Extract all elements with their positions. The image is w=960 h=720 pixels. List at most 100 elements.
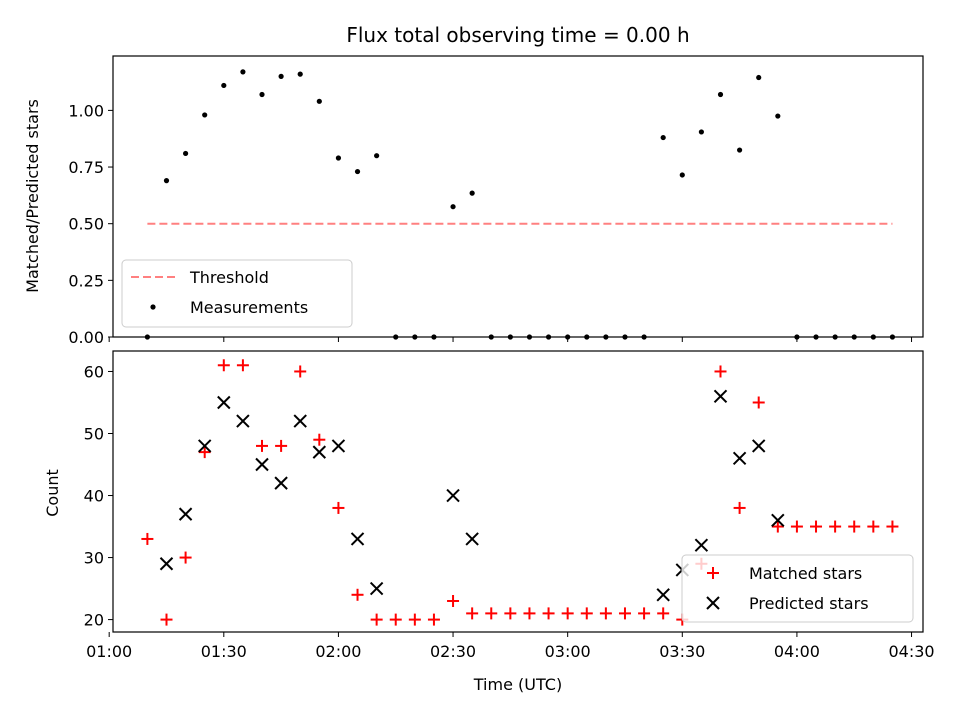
matched-star-point [599, 607, 612, 620]
matched-star-point [275, 439, 288, 452]
measurement-point [278, 73, 284, 79]
matched-star-point [580, 607, 593, 620]
matched-star-point [714, 365, 727, 378]
predicted-star-point [274, 476, 288, 490]
predicted-star-point [197, 439, 212, 453]
matched-star-point [810, 520, 823, 533]
predicted-star-point [236, 414, 250, 428]
measurement-point [259, 91, 265, 98]
predicted-star-point [312, 445, 327, 459]
bottom-y-tick-label: 40 [84, 487, 104, 506]
predicted-star-point [331, 439, 346, 453]
bottom-plot-area [141, 359, 899, 626]
predicted-star-point [293, 414, 307, 428]
predicted-star-point [159, 557, 174, 571]
bottom-y-tick-label: 30 [84, 549, 104, 568]
bottom-x-ticks: 01:00 01:30 02:00 02:30 03:00 03:30 04:00 04:30 [86, 632, 935, 661]
predicted-star-point [752, 439, 766, 453]
matched-star-point [236, 359, 249, 372]
matched-star-point [523, 607, 536, 620]
matched-star-point [389, 613, 402, 626]
matched-star-point [198, 446, 211, 459]
predicted-star-point [771, 513, 785, 528]
top-legend-box [121, 259, 353, 328]
matched-star-point [447, 594, 460, 607]
legend-predicted-label: Predicted stars [749, 594, 869, 613]
predicted-star-point [732, 451, 747, 466]
x-tick-label: 01:30 [201, 642, 247, 661]
measurement-point [679, 172, 685, 178]
matched-star-point [485, 607, 498, 620]
legend-measurements-swatch [150, 304, 156, 310]
bottom-y-ticks: 20 30 40 50 60 [84, 362, 113, 630]
predicted-star-point [178, 507, 193, 521]
legend-matched-swatch [707, 567, 719, 579]
predicted-star-point [255, 457, 269, 472]
matched-star-point [561, 607, 574, 620]
matched-star-point [370, 613, 383, 626]
measurement-point [698, 129, 704, 135]
measurement-point [354, 168, 361, 175]
x-axis-label: Time (UTC) [473, 675, 562, 694]
x-tick-label: 01:00 [86, 642, 132, 661]
matched-star-point [848, 520, 861, 533]
matched-star-point [256, 439, 269, 452]
measurement-point [297, 71, 303, 77]
x-tick-label: 03:00 [545, 642, 591, 661]
measurement-point [660, 134, 666, 141]
matched-star-point [217, 359, 230, 372]
top-panel: Flux total observing time = 0.00 h Match… [23, 23, 924, 347]
measurement-point [163, 178, 170, 184]
bottom-panel: Count Time (UTC) 20 30 40 50 60 01:00 01:30 02… [43, 350, 935, 694]
matched-star-point [504, 607, 517, 620]
measurement-point [469, 190, 475, 196]
top-y-tick-label: 0.00 [68, 328, 104, 347]
matched-star-point [313, 433, 326, 446]
x-tick-label: 04:30 [888, 642, 934, 661]
x-tick-label: 04:00 [774, 642, 820, 661]
measurement-point [316, 98, 322, 104]
legend-matched-label: Matched stars [749, 564, 862, 583]
bottom-y-axis-label: Count [43, 469, 62, 517]
top-y-ticks: 0.00 0.25 0.50 0.75 1.00 [68, 101, 113, 347]
matched-star-point [351, 588, 364, 601]
top-x-ticks [108, 337, 913, 342]
measurement-point [717, 91, 724, 98]
top-y-tick-label: 0.25 [68, 271, 104, 290]
matched-star-point [790, 520, 803, 533]
matched-star-point [427, 613, 440, 626]
matched-star-point [829, 520, 842, 533]
top-legend: Threshold Measurements [121, 259, 353, 328]
measurement-point [335, 155, 342, 161]
matched-star-point [886, 520, 899, 533]
legend-predicted-swatch [706, 596, 720, 610]
matched-star-point [294, 365, 307, 378]
predicted-star-point [713, 389, 728, 403]
matched-star-point [408, 613, 421, 626]
bottom-y-tick-label: 50 [84, 425, 104, 444]
legend-measurements-label: Measurements [190, 298, 308, 317]
measurement-point [374, 153, 380, 159]
x-tick-label: 02:30 [430, 642, 476, 661]
bottom-y-tick-label: 20 [84, 611, 104, 630]
matched-star-point [542, 607, 555, 620]
bottom-legend-box [681, 554, 914, 623]
measurement-point [240, 69, 246, 75]
matched-star-point [179, 551, 192, 564]
top-y-tick-label: 0.75 [68, 158, 104, 177]
bottom-y-tick-label: 60 [84, 362, 104, 381]
matched-star-point [466, 607, 479, 620]
predicted-star-point [446, 488, 460, 503]
measurement-point [737, 147, 743, 153]
top-y-axis-label: Matched/Predicted stars [23, 99, 42, 293]
legend-threshold-label: Threshold [189, 268, 269, 287]
top-axes-frame [112, 55, 924, 338]
predicted-star-point [350, 532, 365, 546]
predicted-star-point [465, 532, 479, 546]
matched-star-point [141, 532, 154, 545]
bottom-axes-frame [112, 350, 924, 633]
matched-star-point [771, 520, 784, 533]
predicted-star-point [217, 395, 231, 410]
x-tick-label: 02:00 [315, 642, 361, 661]
